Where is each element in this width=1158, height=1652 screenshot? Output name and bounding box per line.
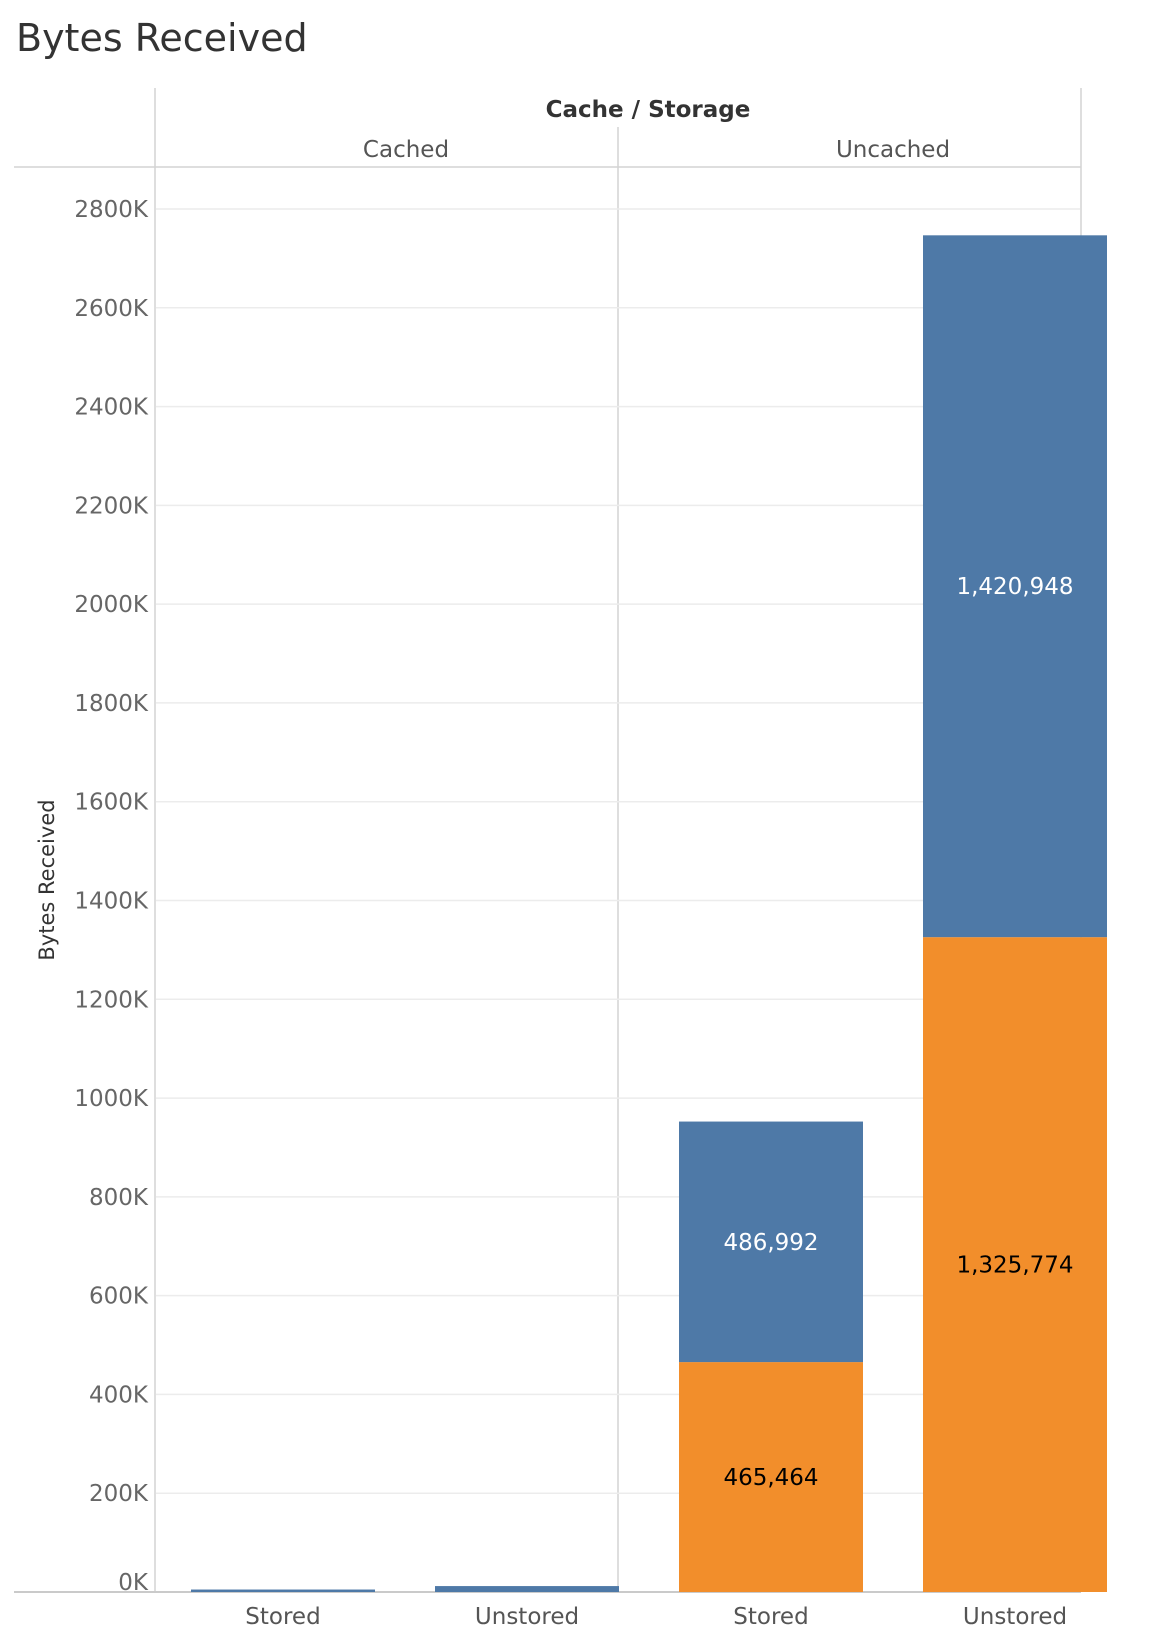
bar-segment[interactable] bbox=[923, 235, 1107, 938]
column-header: Cache / Storage bbox=[546, 97, 751, 123]
y-tick-label: 2000K bbox=[74, 592, 149, 618]
y-tick-label: 1000K bbox=[74, 1086, 149, 1112]
y-tick-label: 1600K bbox=[74, 790, 149, 816]
y-tick-label: 1800K bbox=[74, 691, 149, 717]
y-tick-label: 1200K bbox=[74, 987, 149, 1013]
y-tick-label: 1400K bbox=[74, 889, 149, 915]
bar-value-labels: 465,464 1,325,774 486,992 1,420,948 bbox=[723, 574, 1073, 1491]
y-tick-label: 400K bbox=[89, 1382, 149, 1408]
y-tick-label: 800K bbox=[89, 1185, 149, 1211]
bar-value-label: 465,464 bbox=[723, 1465, 818, 1491]
y-tick-label: 2400K bbox=[74, 395, 149, 421]
bars bbox=[191, 235, 1107, 1592]
y-tick-label: 2600K bbox=[74, 296, 149, 322]
x-label-uncached-stored: Stored bbox=[733, 1604, 808, 1630]
bar-segment[interactable] bbox=[435, 1586, 619, 1592]
bar-value-label: 486,992 bbox=[723, 1230, 818, 1256]
x-label-cached-unstored: Unstored bbox=[475, 1604, 579, 1630]
y-tick-label: 2200K bbox=[74, 493, 149, 519]
x-label-uncached-unstored: Unstored bbox=[963, 1604, 1067, 1630]
group-header-cached: Cached bbox=[363, 137, 449, 163]
bar-value-label: 1,420,948 bbox=[956, 574, 1073, 600]
y-tick-label: 2800K bbox=[74, 197, 149, 223]
bar-segment[interactable] bbox=[191, 1589, 375, 1592]
bar-value-label: 1,325,774 bbox=[956, 1253, 1073, 1279]
chart-frame bbox=[14, 88, 1082, 1593]
y-tick-label: 200K bbox=[89, 1481, 149, 1507]
bar-segment[interactable] bbox=[923, 937, 1107, 1592]
bar-segment[interactable] bbox=[679, 1362, 863, 1592]
y-tick-label: 600K bbox=[89, 1284, 149, 1310]
bar-segment[interactable] bbox=[679, 1121, 863, 1363]
group-header-uncached: Uncached bbox=[836, 137, 950, 163]
x-label-cached-stored: Stored bbox=[245, 1604, 320, 1630]
y-axis-ticks: 0K 200K 400K 600K 800K 1000K 1200K 1400K 1600K 18… bbox=[74, 197, 149, 1596]
y-tick-label: 0K bbox=[118, 1570, 149, 1596]
chart-title: Bytes Received bbox=[16, 16, 308, 60]
y-axis-label: Bytes Received bbox=[35, 799, 59, 960]
